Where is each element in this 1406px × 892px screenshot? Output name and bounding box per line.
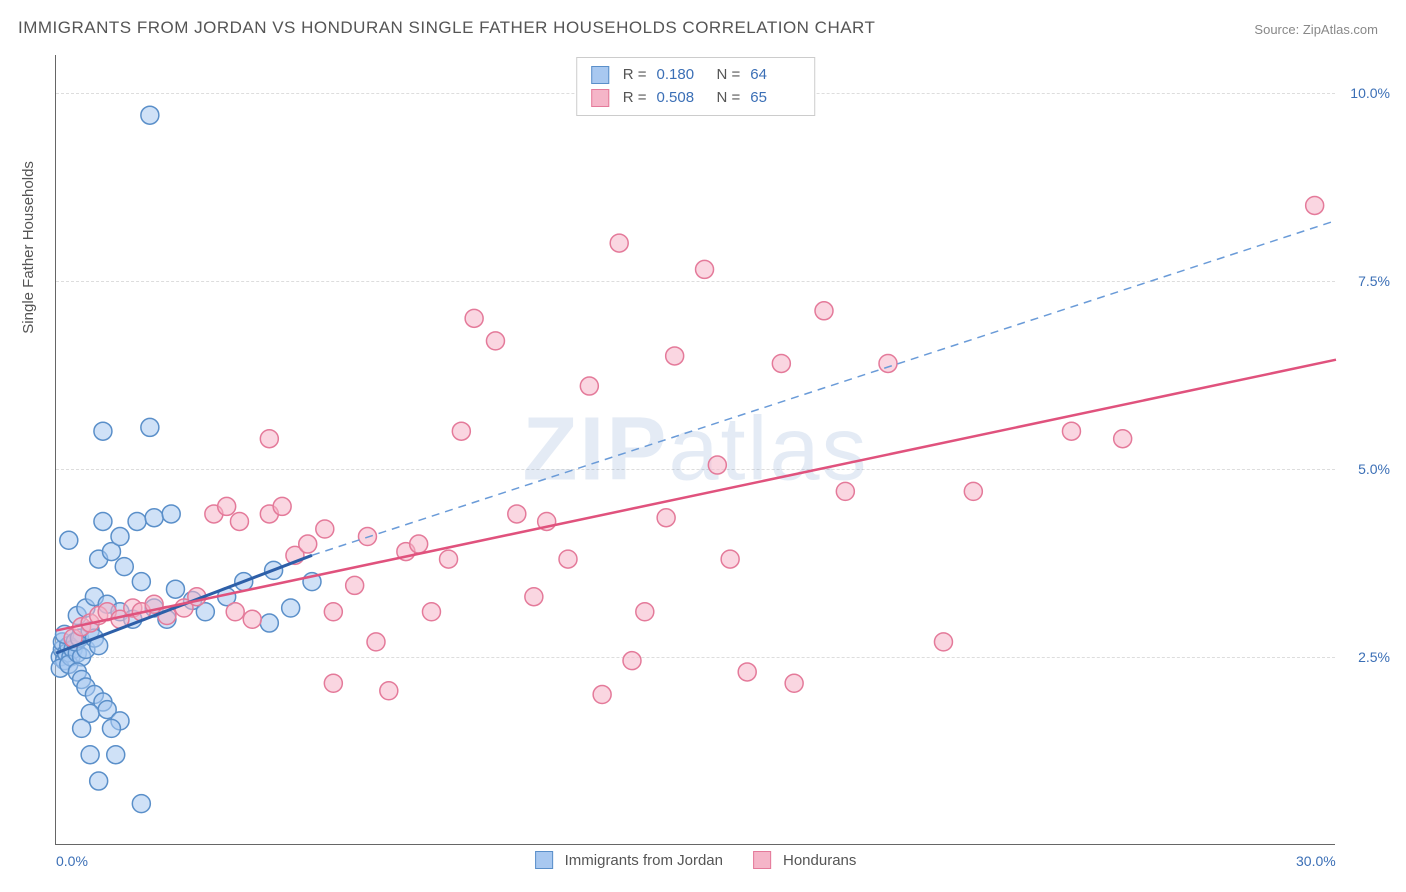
x-tick-label: 30.0% [1296, 853, 1336, 869]
y-axis-title: Single Father Households [20, 161, 37, 334]
y-tick-label: 2.5% [1358, 649, 1390, 665]
source-value: ZipAtlas.com [1303, 22, 1378, 37]
legend-stats-box: R = 0.180 N = 64 R = 0.508 N = 65 [576, 57, 816, 116]
y-tick-label: 5.0% [1358, 461, 1390, 477]
n-label: N = [717, 64, 741, 87]
legend-stats-row: R = 0.508 N = 65 [591, 87, 801, 110]
legend-stats-row: R = 0.180 N = 64 [591, 64, 801, 87]
legend-swatch [753, 851, 771, 869]
n-value: 65 [750, 87, 800, 110]
n-label: N = [717, 87, 741, 110]
legend-bottom: Immigrants from Jordan Hondurans [535, 851, 857, 869]
source-attribution: Source: ZipAtlas.com [1254, 22, 1378, 37]
scatter-svg [56, 55, 1335, 844]
y-tick-label: 7.5% [1358, 273, 1390, 289]
legend-item: Hondurans [753, 851, 856, 869]
legend-swatch [591, 89, 609, 107]
legend-swatch [591, 66, 609, 84]
legend-label: Immigrants from Jordan [565, 852, 723, 869]
chart-title: IMMIGRANTS FROM JORDAN VS HONDURAN SINGL… [18, 18, 875, 38]
legend-label: Hondurans [783, 852, 856, 869]
r-label: R = [623, 87, 647, 110]
y-tick-label: 10.0% [1350, 85, 1390, 101]
x-tick-label: 0.0% [56, 853, 88, 869]
source-label: Source: [1254, 22, 1299, 37]
r-label: R = [623, 64, 647, 87]
legend-swatch [535, 851, 553, 869]
r-value: 0.508 [657, 87, 707, 110]
legend-item: Immigrants from Jordan [535, 851, 723, 869]
r-value: 0.180 [657, 64, 707, 87]
n-value: 64 [750, 64, 800, 87]
chart-plot-area: ZIPatlas R =0.180N =64R =0.508N =65 2.5%… [55, 55, 1335, 845]
